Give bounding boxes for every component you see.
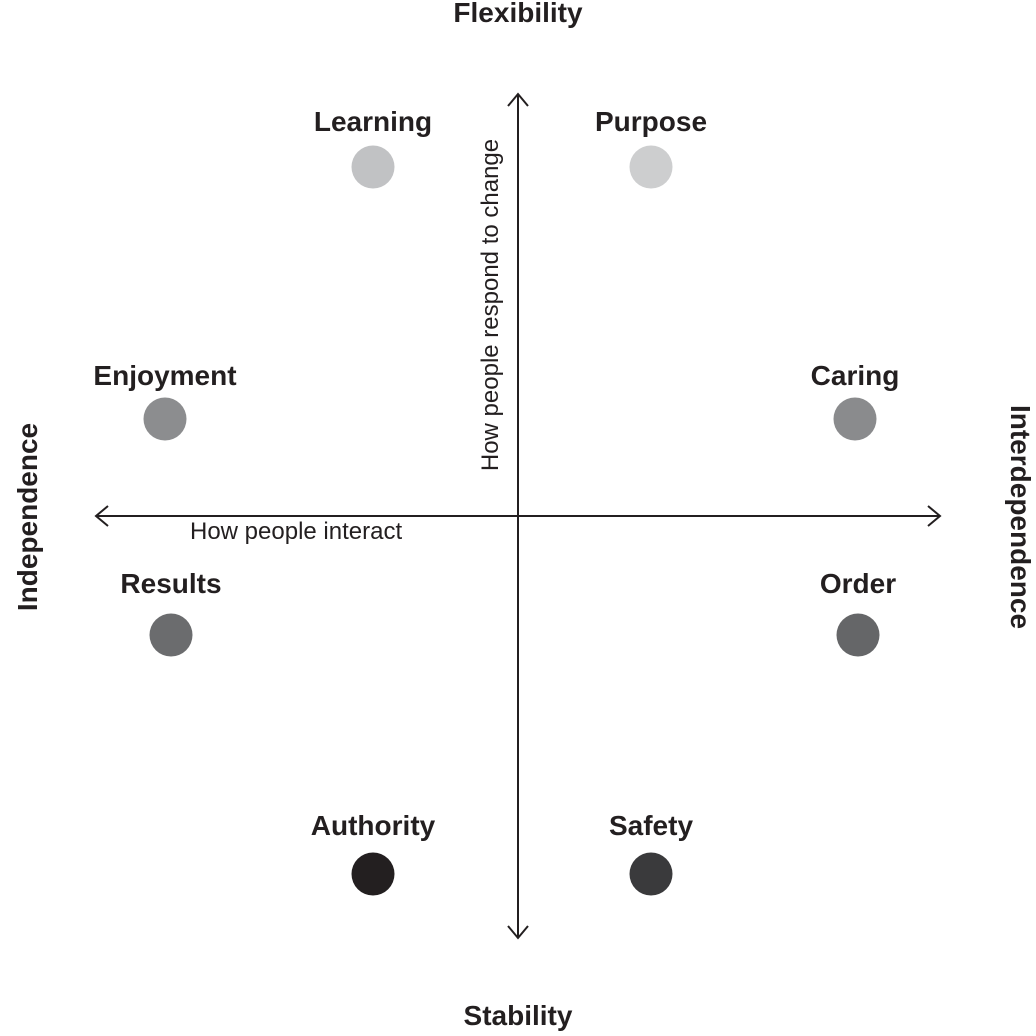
value-dot-safety — [629, 852, 673, 896]
value-label-safety: Safety — [608, 810, 694, 841]
pole-label-stability: Stability — [463, 1000, 573, 1031]
horizontal-axis-label: How people interact — [190, 518, 403, 545]
arrow-right-icon — [927, 505, 942, 527]
value-label-enjoyment: Enjoyment — [93, 360, 237, 391]
arrow-up-icon — [507, 92, 529, 107]
arrow-down-icon — [507, 925, 529, 940]
value-label-order: Order — [819, 568, 897, 599]
value-dot-purpose — [629, 145, 673, 189]
value-dot-caring — [833, 397, 877, 441]
value-label-caring: Caring — [810, 360, 900, 391]
value-dot-enjoyment — [143, 397, 187, 441]
pole-label-flexibility: Flexibility — [453, 0, 583, 28]
value-dot-order — [836, 613, 880, 657]
value-dot-learning — [351, 145, 395, 189]
value-label-purpose: Purpose — [594, 106, 708, 137]
value-dot-authority — [351, 852, 395, 896]
vertical-axis-label: How people respond to change — [477, 138, 504, 472]
value-label-results: Results — [120, 568, 222, 599]
value-label-authority: Authority — [310, 810, 436, 841]
value-label-learning: Learning — [313, 106, 433, 137]
arrow-left-icon — [94, 505, 109, 527]
value-dot-results — [149, 613, 193, 657]
